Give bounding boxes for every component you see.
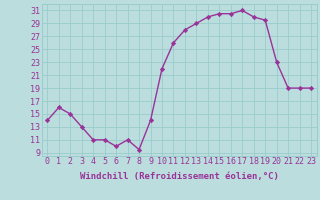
X-axis label: Windchill (Refroidissement éolien,°C): Windchill (Refroidissement éolien,°C) [80, 172, 279, 181]
